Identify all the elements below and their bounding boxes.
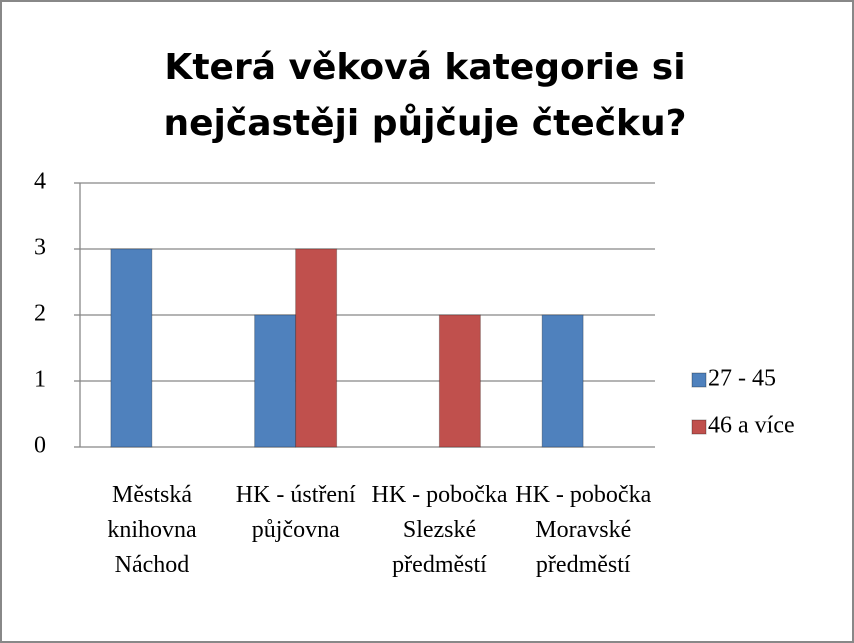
bar xyxy=(110,248,153,448)
legend-swatch xyxy=(691,372,707,388)
legend-label: 27 - 45 xyxy=(708,366,776,392)
x-tick-label: HK - pobočka Moravské předměstí xyxy=(515,482,652,578)
x-tick-label: HK - ústření půjčovna xyxy=(235,482,356,543)
y-tick-label: 2 xyxy=(34,301,46,327)
y-tick-label: 4 xyxy=(34,169,46,195)
bar xyxy=(541,314,584,448)
x-tick-label: Městská knihovna Náchod xyxy=(107,482,197,578)
legend-swatch xyxy=(691,419,707,435)
y-tick-label: 1 xyxy=(34,367,46,393)
y-tick-label: 3 xyxy=(34,235,46,261)
legend-label: 46 a více xyxy=(708,413,795,439)
chart-title: Která věková kategorie si nejčastěji půj… xyxy=(163,47,687,144)
y-tick-label: 0 xyxy=(34,433,46,459)
bar xyxy=(295,248,338,448)
bar xyxy=(254,314,297,448)
x-tick-label: HK - pobočka Slezské předměstí xyxy=(371,482,508,578)
bar xyxy=(438,314,481,448)
